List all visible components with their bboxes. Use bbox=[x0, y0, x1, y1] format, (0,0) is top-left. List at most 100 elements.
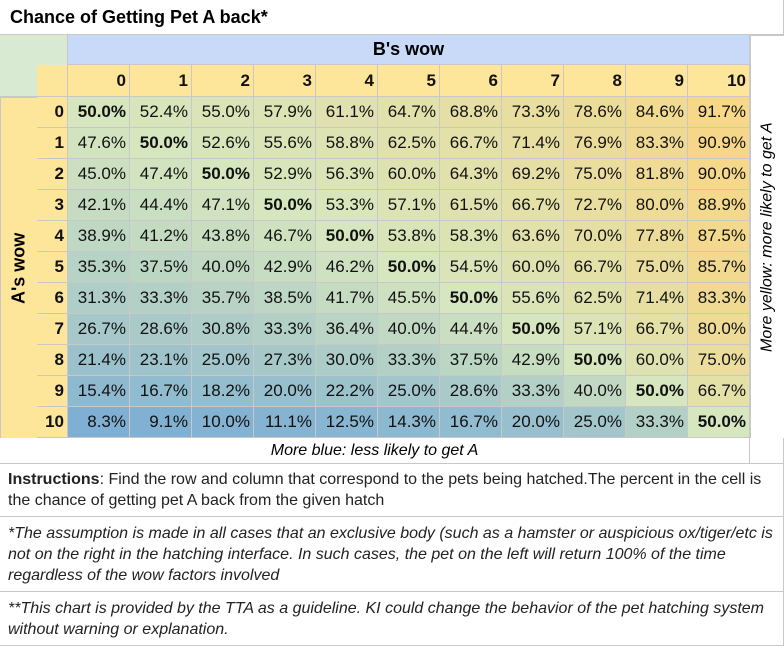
column-label: 1 bbox=[130, 65, 192, 97]
percent-cell: 66.7% bbox=[502, 190, 564, 221]
percent-cell: 36.4% bbox=[316, 314, 378, 345]
percent-cell: 50.0% bbox=[378, 252, 440, 283]
column-label: 8 bbox=[564, 65, 626, 97]
percent-cell: 15.4% bbox=[68, 376, 130, 407]
percent-cell: 25.0% bbox=[192, 345, 254, 376]
percent-cell: 30.8% bbox=[192, 314, 254, 345]
percent-cell: 20.0% bbox=[254, 376, 316, 407]
row-label: 6 bbox=[37, 283, 68, 314]
percent-cell: 50.0% bbox=[440, 283, 502, 314]
percent-cell: 55.0% bbox=[192, 97, 254, 128]
row-label-head bbox=[37, 65, 68, 97]
percent-cell: 26.7% bbox=[68, 314, 130, 345]
percent-cell: 33.3% bbox=[378, 345, 440, 376]
percent-cell: 50.0% bbox=[68, 97, 130, 128]
percent-cell: 33.3% bbox=[254, 314, 316, 345]
percent-cell: 33.3% bbox=[502, 376, 564, 407]
percent-cell: 16.7% bbox=[440, 407, 502, 438]
percent-cell: 71.4% bbox=[502, 128, 564, 159]
percent-cell: 83.3% bbox=[688, 283, 750, 314]
percent-cell: 56.3% bbox=[316, 159, 378, 190]
percent-cell: 77.8% bbox=[626, 221, 688, 252]
column-header: B's wow bbox=[68, 35, 750, 65]
footnote: *The assumption is made in all cases tha… bbox=[0, 517, 784, 592]
percent-cell: 21.4% bbox=[68, 345, 130, 376]
row-label: 3 bbox=[37, 190, 68, 221]
column-label: 5 bbox=[378, 65, 440, 97]
row-label: 5 bbox=[37, 252, 68, 283]
percent-cell: 54.5% bbox=[440, 252, 502, 283]
row-label: 2 bbox=[37, 159, 68, 190]
percent-cell: 9.1% bbox=[130, 407, 192, 438]
percent-cell: 14.3% bbox=[378, 407, 440, 438]
percent-cell: 16.7% bbox=[130, 376, 192, 407]
percent-cell: 10.0% bbox=[192, 407, 254, 438]
percent-cell: 41.2% bbox=[130, 221, 192, 252]
percent-cell: 66.7% bbox=[688, 376, 750, 407]
percent-cell: 22.2% bbox=[316, 376, 378, 407]
percent-cell: 42.9% bbox=[502, 345, 564, 376]
instructions-text: : Find the row and column that correspon… bbox=[8, 471, 762, 509]
percent-cell: 38.5% bbox=[254, 283, 316, 314]
instructions-label: Instructions bbox=[8, 471, 100, 488]
percent-cell: 35.3% bbox=[68, 252, 130, 283]
percent-cell: 28.6% bbox=[130, 314, 192, 345]
percent-cell: 53.8% bbox=[378, 221, 440, 252]
percent-cell: 20.0% bbox=[502, 407, 564, 438]
percent-cell: 45.5% bbox=[378, 283, 440, 314]
percent-cell: 25.0% bbox=[378, 376, 440, 407]
percent-cell: 27.3% bbox=[254, 345, 316, 376]
row-label: 0 bbox=[37, 97, 68, 128]
percent-cell: 42.1% bbox=[68, 190, 130, 221]
percent-cell: 64.3% bbox=[440, 159, 502, 190]
percent-cell: 80.0% bbox=[688, 314, 750, 345]
percent-cell: 11.1% bbox=[254, 407, 316, 438]
percent-cell: 81.8% bbox=[626, 159, 688, 190]
column-label: 7 bbox=[502, 65, 564, 97]
percent-cell: 40.0% bbox=[192, 252, 254, 283]
percent-cell: 31.3% bbox=[68, 283, 130, 314]
row-label: 8 bbox=[37, 345, 68, 376]
percent-cell: 57.1% bbox=[378, 190, 440, 221]
percent-cell: 30.0% bbox=[316, 345, 378, 376]
percent-cell: 72.7% bbox=[564, 190, 626, 221]
footnote: **This chart is provided by the TTA as a… bbox=[0, 592, 784, 646]
percent-cell: 46.2% bbox=[316, 252, 378, 283]
column-label: 0 bbox=[68, 65, 130, 97]
percent-cell: 70.0% bbox=[564, 221, 626, 252]
column-label: 10 bbox=[688, 65, 750, 97]
percent-cell: 60.0% bbox=[378, 159, 440, 190]
percent-cell: 12.5% bbox=[316, 407, 378, 438]
percent-cell: 69.2% bbox=[502, 159, 564, 190]
row-label: 7 bbox=[37, 314, 68, 345]
filler bbox=[750, 438, 784, 464]
percent-cell: 50.0% bbox=[626, 376, 688, 407]
row-header: A's wow bbox=[0, 97, 37, 438]
percent-cell: 33.3% bbox=[130, 283, 192, 314]
percent-cell: 52.6% bbox=[192, 128, 254, 159]
row-label: 10 bbox=[37, 407, 68, 438]
column-label: 2 bbox=[192, 65, 254, 97]
column-label: 9 bbox=[626, 65, 688, 97]
percent-cell: 71.4% bbox=[626, 283, 688, 314]
row-label: 4 bbox=[37, 221, 68, 252]
percent-cell: 50.0% bbox=[688, 407, 750, 438]
bottom-note: More blue: less likely to get A bbox=[0, 438, 750, 464]
percent-cell: 75.0% bbox=[688, 345, 750, 376]
percent-cell: 47.4% bbox=[130, 159, 192, 190]
column-label: 3 bbox=[254, 65, 316, 97]
percent-cell: 52.9% bbox=[254, 159, 316, 190]
percent-cell: 66.7% bbox=[626, 314, 688, 345]
percent-cell: 50.0% bbox=[564, 345, 626, 376]
instructions: Instructions: Find the row and column th… bbox=[0, 464, 784, 517]
percent-cell: 43.8% bbox=[192, 221, 254, 252]
percent-cell: 37.5% bbox=[440, 345, 502, 376]
percent-cell: 55.6% bbox=[502, 283, 564, 314]
percent-cell: 76.9% bbox=[564, 128, 626, 159]
percent-cell: 52.4% bbox=[130, 97, 192, 128]
percent-cell: 33.3% bbox=[626, 407, 688, 438]
percent-cell: 75.0% bbox=[564, 159, 626, 190]
percent-cell: 88.9% bbox=[688, 190, 750, 221]
row-label: 1 bbox=[37, 128, 68, 159]
percent-cell: 60.0% bbox=[626, 345, 688, 376]
